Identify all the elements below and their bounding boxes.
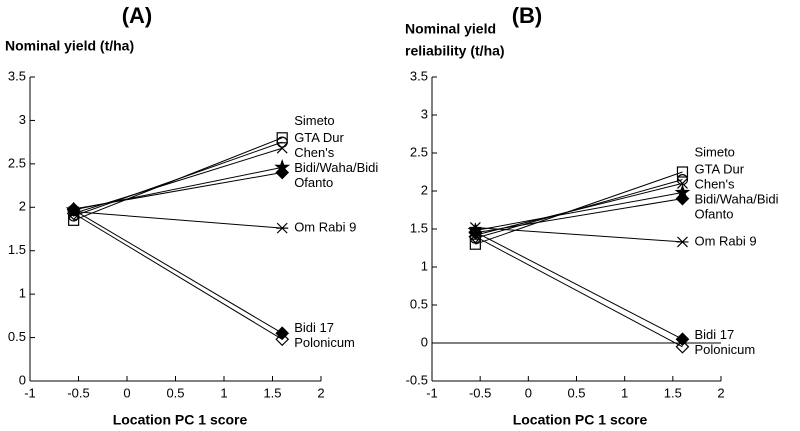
series-label: Om Rabi 9: [294, 220, 356, 235]
y-tick-label: 1.5: [410, 220, 428, 235]
marker: [276, 142, 288, 154]
marker: [675, 339, 690, 354]
x-tick-label: 0: [525, 385, 532, 400]
panel-title: (A): [122, 3, 153, 28]
series-line: [475, 236, 683, 348]
marker: [276, 132, 288, 144]
series-line: [73, 209, 283, 334]
series-label: Chen's: [694, 177, 735, 192]
series-label: Polonicum: [294, 335, 355, 350]
series-label: GTA Dur: [294, 130, 344, 145]
y-tick-label: 0: [421, 334, 428, 349]
marker: [676, 236, 689, 248]
y-tick-label: -0.5: [406, 372, 428, 387]
series-line: [475, 198, 683, 234]
x-tick-label: 1.5: [263, 385, 281, 400]
y-tick-label: 2: [19, 199, 26, 214]
series-label: Simeto: [694, 145, 734, 160]
marker: [276, 222, 289, 234]
y-tick-label: 0: [19, 372, 26, 387]
y-axis-label: reliability (t/ha): [405, 43, 505, 59]
series-line: [475, 226, 683, 243]
series-line: [73, 141, 283, 217]
y-tick-label: 1: [19, 286, 26, 301]
marker: [276, 136, 288, 148]
y-axis-label: Nominal yield: [405, 21, 496, 37]
marker: [66, 203, 81, 217]
series-label: Bidi 17: [294, 320, 334, 335]
y-tick-label: 1.5: [8, 242, 26, 257]
y-tick-label: 2.5: [410, 144, 428, 159]
x-tick-label: 1.5: [664, 385, 682, 400]
x-tick-label: 1: [621, 385, 628, 400]
series-label: Ofanto: [294, 175, 333, 190]
x-tick-label: -1: [24, 385, 36, 400]
marker: [677, 177, 688, 189]
series-label: GTA Dur: [694, 162, 744, 177]
marker: [468, 229, 483, 244]
series-label: Chen's: [294, 145, 335, 160]
series-label: Om Rabi 9: [694, 233, 756, 248]
x-tick-label: 0.5: [166, 385, 184, 400]
series-line: [475, 231, 683, 340]
x-axis-label: Location PC 1 score: [513, 412, 648, 428]
y-tick-label: 3: [19, 112, 26, 127]
marker: [275, 332, 290, 347]
y-tick-label: 0.5: [8, 329, 26, 344]
marker: [66, 206, 81, 221]
x-tick-label: -1: [426, 385, 438, 400]
series-line: [475, 171, 683, 245]
y-tick-label: 0.5: [410, 296, 428, 311]
x-tick-label: 2: [717, 385, 724, 400]
series-label: Bidi/Waha/Bidi: [694, 192, 778, 207]
marker: [675, 332, 690, 347]
series-label: Polonicum: [694, 342, 755, 357]
x-tick-label: -0.5: [469, 385, 491, 400]
y-tick-label: 2: [421, 182, 428, 197]
series-line: [73, 172, 283, 210]
y-tick-label: 2.5: [8, 155, 26, 170]
series-line: [475, 192, 683, 232]
marker: [275, 165, 290, 180]
panel-title: (B): [512, 3, 543, 28]
series-label: Bidi/Waha/Bidi: [294, 160, 378, 175]
x-tick-label: -0.5: [67, 385, 89, 400]
x-tick-label: 1: [220, 385, 227, 400]
y-tick-label: 3.5: [8, 68, 26, 83]
series-label: Ofanto: [694, 207, 733, 222]
series-line: [475, 182, 683, 236]
marker: [468, 225, 483, 239]
marker: [676, 166, 689, 178]
x-tick-label: 2: [317, 385, 324, 400]
x-tick-label: 0.5: [567, 385, 585, 400]
x-tick-label: 0: [123, 385, 130, 400]
y-tick-label: 3: [421, 106, 428, 121]
marker: [675, 191, 690, 206]
y-tick-label: 3.5: [410, 68, 428, 83]
y-axis-label: Nominal yield (t/ha): [5, 38, 134, 54]
series-label: Bidi 17: [694, 327, 734, 342]
series-label: Simeto: [294, 113, 334, 128]
series-line: [73, 212, 283, 340]
x-axis-label: Location PC 1 score: [113, 412, 248, 428]
series-line: [73, 211, 283, 229]
y-tick-label: 1: [421, 258, 428, 273]
